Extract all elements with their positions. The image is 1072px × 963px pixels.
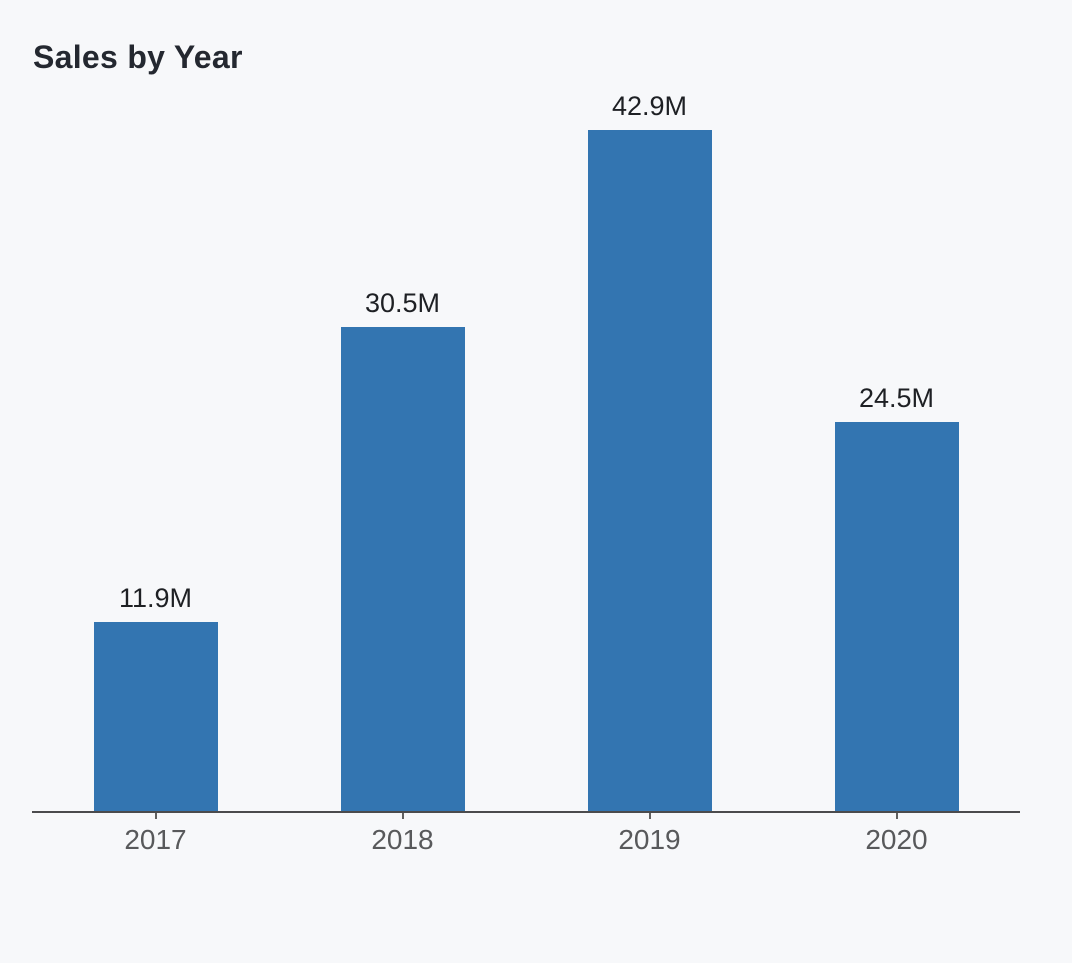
bar-group-2017: 11.9M <box>32 583 279 811</box>
bar-group-2020: 24.5M <box>773 383 1020 811</box>
x-tick-cell <box>32 813 279 820</box>
bar-value-label: 42.9M <box>611 91 688 121</box>
chart-card: Sales by Year 11.9M 30.5M 42.9M 24.5M 2017 2… <box>0 40 1072 963</box>
bar-value-label: 24.5M <box>858 383 935 413</box>
x-tick-label-2020: 2020 <box>865 824 928 855</box>
x-tick <box>401 813 404 819</box>
bar-value-label: 11.9M <box>118 583 193 613</box>
x-tick-label-2017: 2017 <box>124 824 187 855</box>
bar-2020 <box>834 422 959 811</box>
chart-title: Sales by Year <box>33 39 243 75</box>
x-tick <box>895 813 898 819</box>
plot-area: 11.9M 30.5M 42.9M 24.5M <box>32 91 1020 811</box>
bar-chart: 11.9M 30.5M 42.9M 24.5M 2017 2018 2019 2020 <box>32 91 1020 856</box>
bar-2017 <box>93 622 218 811</box>
x-axis-labels: 2017 2018 2019 2020 <box>32 824 1020 856</box>
x-tick-label-2019: 2019 <box>618 824 681 855</box>
x-axis-line <box>32 811 1020 813</box>
x-tick-cell <box>279 813 526 820</box>
bar-2019 <box>587 130 712 811</box>
x-tick <box>648 813 651 819</box>
x-tick <box>154 813 157 819</box>
bar-group-2019: 42.9M <box>526 91 773 811</box>
x-tick-cell <box>773 813 1020 820</box>
bar-2018 <box>340 327 465 811</box>
x-tick-cell <box>526 813 773 820</box>
x-axis-ticks <box>32 813 1020 820</box>
x-tick-label-2018: 2018 <box>371 824 434 855</box>
bar-group-2018: 30.5M <box>279 288 526 811</box>
bar-value-label: 30.5M <box>364 288 441 318</box>
